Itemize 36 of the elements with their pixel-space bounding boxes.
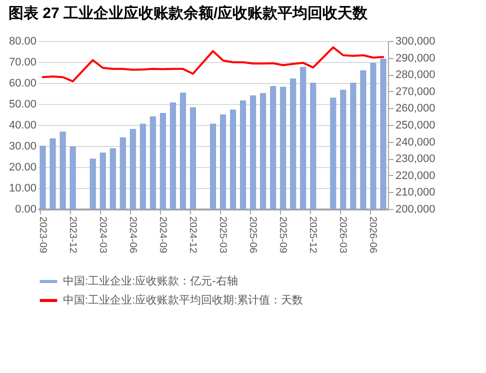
y2-tick-label: 280,000 (396, 69, 436, 82)
x-tick-label: 2025-03 (217, 216, 228, 254)
y2-tick-label: 240,000 (396, 136, 436, 148)
y2-tick-label: 220,000 (396, 170, 436, 182)
legend-label: 中国:工业企业:应收账款平均回收期:累计值：天数 (63, 294, 304, 306)
y2-tick-label: 250,000 (396, 120, 436, 132)
x-tick-label: 2025-12 (307, 216, 318, 254)
y-tick-label: 60.00 (8, 78, 36, 90)
y-tick-label: 80.00 (8, 36, 36, 48)
x-tick-label: 2026-03 (337, 216, 348, 254)
y-tick-label: 50.00 (8, 98, 36, 110)
y-tick-label: 10.00 (8, 182, 36, 194)
chart-title: 图表 27 工业企业应收账款余额/应收账款平均回收天数 (8, 4, 369, 22)
x-tick-label: 2024-06 (126, 216, 138, 254)
line-series (42, 46, 384, 82)
y-tick-label: 20.00 (8, 162, 36, 174)
x-tick-label: 2024-03 (96, 216, 108, 254)
y-tick-label: 70.00 (8, 56, 36, 68)
x-tick-label: 2025-06 (247, 216, 258, 254)
y-tick-label: 40.00 (8, 120, 36, 132)
y2-tick-label: 260,000 (396, 102, 436, 115)
x-tick-label: 2025-09 (277, 216, 288, 254)
legend-label: 中国:工业企业:应收账款：亿元-右轴 (63, 274, 238, 288)
x-tick-label: 2024-09 (156, 216, 168, 254)
y-tick-label: 30.00 (8, 140, 36, 152)
y2-tick-label: 210,000 (396, 186, 436, 199)
y2-tick-label: 270,000 (396, 86, 436, 98)
x-tick-label: 2024-12 (186, 216, 198, 254)
y2-tick-label: 230,000 (396, 153, 436, 166)
y2-tick-label: 290,000 (396, 52, 436, 64)
x-tick-label: 2026-06 (367, 216, 378, 254)
y-tick-label: 0.00 (15, 204, 36, 216)
y2-tick-label: 200,000 (396, 204, 436, 216)
x-tick-label: 2023-12 (66, 216, 78, 254)
x-tick-label: 2023-09 (36, 216, 48, 254)
y2-tick-label: 300,000 (396, 36, 436, 48)
